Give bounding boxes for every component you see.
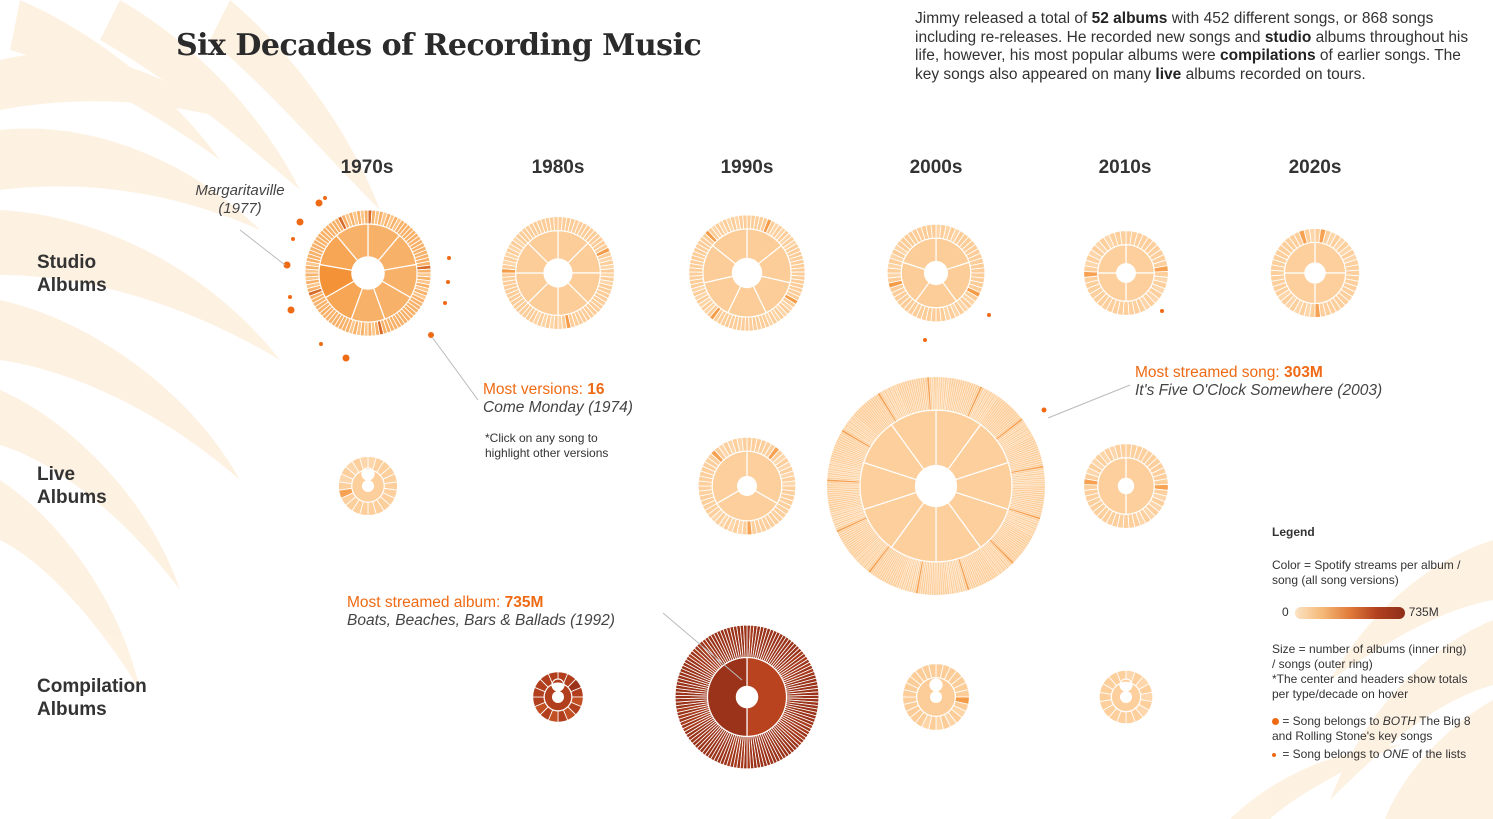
song-segment-studio-1970s-99[interactable] [363, 209, 369, 225]
song-segment-studio-2010s-33[interactable] [1083, 271, 1099, 278]
legend: Legend Color = Spotify streams per album… [1272, 525, 1472, 762]
key-song-dot-8[interactable] [342, 354, 350, 362]
annotation-most-streamed-song: Most streamed song: 303M It's Five O'Clo… [1135, 364, 1383, 399]
key-song-dot-15[interactable] [1160, 309, 1164, 313]
row-label-studio: Studio Albums [37, 252, 107, 296]
page-title: Six Decades of Recording Music [176, 28, 702, 63]
center-hole-live-1970s[interactable] [362, 480, 374, 492]
annotation-leader-line-3 [662, 612, 743, 681]
legend-dot-one: = Song belongs to ONE of the lists [1272, 747, 1472, 762]
center-hole-live-2000s[interactable] [915, 465, 957, 507]
key-song-dot-11[interactable] [446, 280, 450, 284]
row-label-live: Live Albums [37, 464, 107, 508]
song-segment-studio-1970s-49[interactable] [367, 321, 373, 337]
decade-header-2020s[interactable]: 2020s [1288, 157, 1342, 178]
key-song-dot-3[interactable] [291, 237, 295, 241]
legend-color-desc: Color = Spotify streams per album / song… [1272, 558, 1461, 587]
annotation-leader-line-0 [239, 229, 286, 266]
annotation-most-versions: Most versions: 16 Come Monday (1974) [483, 381, 633, 416]
song-segment-studio-1980s-39[interactable] [557, 314, 563, 330]
legend-dot-both: = Song belongs to BOTH The Big 8 and Rol… [1272, 714, 1471, 743]
song-segment-studio-1970s-24[interactable] [416, 268, 432, 274]
decade-header-2010s[interactable]: 2010s [1098, 157, 1152, 178]
annotation-leader-line-2 [1047, 384, 1131, 419]
center-hole-studio-1970s[interactable] [351, 256, 385, 290]
center-hole-live-1990s[interactable] [737, 476, 757, 496]
key-song-dot-1[interactable] [323, 196, 327, 200]
key-song-dot-16[interactable] [1041, 407, 1047, 413]
click-note: *Click on any song to highlight other ve… [485, 431, 609, 460]
key-song-dot-7[interactable] [319, 342, 323, 346]
annotation-margaritaville: Margaritaville (1977) [195, 182, 285, 217]
center-hole-studio-2020s[interactable] [1304, 262, 1326, 284]
decade-header-1990s[interactable]: 1990s [720, 157, 774, 178]
center-hole-studio-2010s[interactable] [1116, 263, 1136, 283]
song-segment-live-2010s-33[interactable] [1083, 484, 1099, 491]
center-hole-live-2010s[interactable] [1118, 478, 1134, 494]
decade-header-1980s[interactable]: 1980s [531, 157, 585, 178]
legend-hover-note: *The center and headers show totals per … [1272, 672, 1468, 701]
key-song-dot-6[interactable] [287, 306, 295, 314]
decade-header-1970s[interactable]: 1970s [340, 157, 394, 178]
key-song-dot-2[interactable] [296, 218, 304, 226]
color-gradient-bar [1294, 606, 1405, 619]
legend-color-scale: 0 735M [1282, 605, 1439, 619]
song-segment-studio-1990s-84[interactable] [742, 214, 748, 230]
legend-title: Legend [1272, 525, 1315, 539]
key-song-dot-5[interactable] [288, 295, 292, 299]
key-song-dot-0[interactable] [315, 199, 323, 207]
key-song-dot-13[interactable] [987, 313, 991, 317]
intro-text: Jimmy released a total of 52 albums with… [915, 10, 1469, 83]
key-song-dot-4[interactable] [283, 261, 291, 269]
annotation-most-streamed-album: Most streamed album: 735M Boats, Beaches… [347, 594, 615, 629]
decade-header-2000s[interactable]: 2000s [909, 157, 963, 178]
key-song-dot-12[interactable] [447, 256, 451, 260]
large-dot-icon [1272, 718, 1279, 726]
center-hole-compilation-2000s[interactable] [930, 691, 942, 703]
center-hole-compilation-1990s[interactable] [736, 686, 758, 708]
row-label-compilation: Compilation Albums [37, 676, 147, 720]
small-dot-icon [1272, 752, 1276, 757]
key-song-dot-14[interactable] [923, 338, 927, 342]
center-hole-compilation-1980s[interactable] [552, 691, 564, 703]
annotation-leader-line-1 [431, 336, 479, 401]
song-segment-studio-1990s-63[interactable] [688, 271, 704, 277]
center-hole-studio-2000s[interactable] [924, 261, 948, 285]
center-hole-compilation-2010s[interactable] [1120, 691, 1132, 703]
song-segment-studio-1980s-59[interactable] [501, 272, 517, 278]
song-segment-studio-1980s-19[interactable] [599, 268, 615, 274]
song-segment-studio-1980s-79[interactable] [553, 216, 559, 232]
key-song-dot-10[interactable] [443, 301, 447, 305]
center-hole-studio-1990s[interactable] [732, 258, 762, 288]
key-song-dot-9[interactable] [428, 332, 434, 338]
song-segment-studio-1970s-74[interactable] [304, 272, 320, 278]
legend-size-desc: Size = number of albums (inner ring) / s… [1272, 642, 1467, 671]
center-hole-studio-1980s[interactable] [544, 259, 572, 287]
